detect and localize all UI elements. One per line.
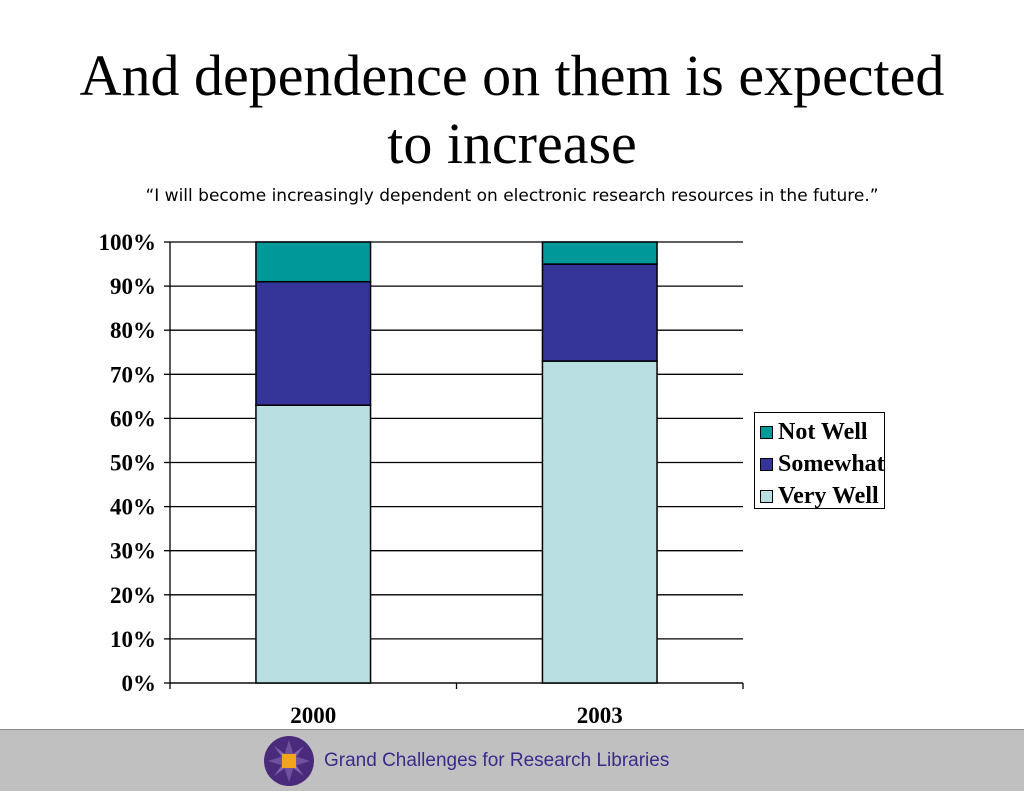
- y-tick-label: 10%: [110, 627, 156, 652]
- y-tick-label: 90%: [110, 274, 156, 299]
- y-tick-label: 70%: [110, 362, 156, 387]
- legend-swatch: [760, 425, 773, 439]
- y-tick-label: 50%: [110, 451, 156, 476]
- bar-somewhat-2003: [541, 263, 658, 362]
- slide-title-line2: to increase: [387, 111, 637, 176]
- legend-item: Not Well: [755, 416, 884, 448]
- bar-somewhat-2000: [255, 280, 372, 406]
- stacked-bar-chart: 0% 10% 20% 30% 40% 50% 60% 70% 80% 90% 100% 2000 200…: [99, 230, 744, 728]
- legend-label: Somewhat: [778, 450, 885, 477]
- slide-title: And dependence on them is expected to in…: [0, 42, 1024, 178]
- slide-title-line1: And dependence on them is expected: [79, 43, 945, 108]
- legend-swatch: [760, 457, 773, 471]
- slide-subtitle: “I will become increasingly dependent on…: [145, 186, 879, 206]
- y-tick-label: 30%: [110, 539, 156, 564]
- y-tick-label: 0%: [122, 671, 157, 696]
- footer-bar: Grand Challenges for Research Libraries: [0, 729, 1024, 791]
- y-tick-label: 20%: [110, 583, 156, 608]
- y-tick-label: 100%: [99, 230, 157, 255]
- legend-swatch: [760, 489, 773, 503]
- y-tick-label: 40%: [110, 495, 156, 520]
- bar-not-well-2003: [541, 241, 658, 265]
- y-tick-label: 60%: [110, 406, 156, 431]
- arl-logo-icon: [263, 735, 315, 787]
- legend-item: Somewhat: [755, 448, 885, 480]
- legend-item: Very Well: [755, 480, 884, 512]
- chart-legend: Not Well Somewhat Very Well: [754, 412, 885, 509]
- bar-very-well-2003: [541, 360, 658, 684]
- legend-label: Not Well: [778, 418, 868, 445]
- x-tick-label: 2003: [577, 703, 623, 728]
- y-tick-label: 80%: [110, 318, 156, 343]
- legend-label: Very Well: [778, 482, 879, 509]
- footer-text: Grand Challenges for Research Libraries: [324, 750, 670, 771]
- bar-not-well-2000: [255, 241, 372, 283]
- x-tick-label: 2000: [290, 703, 336, 728]
- bar-very-well-2000: [255, 404, 372, 684]
